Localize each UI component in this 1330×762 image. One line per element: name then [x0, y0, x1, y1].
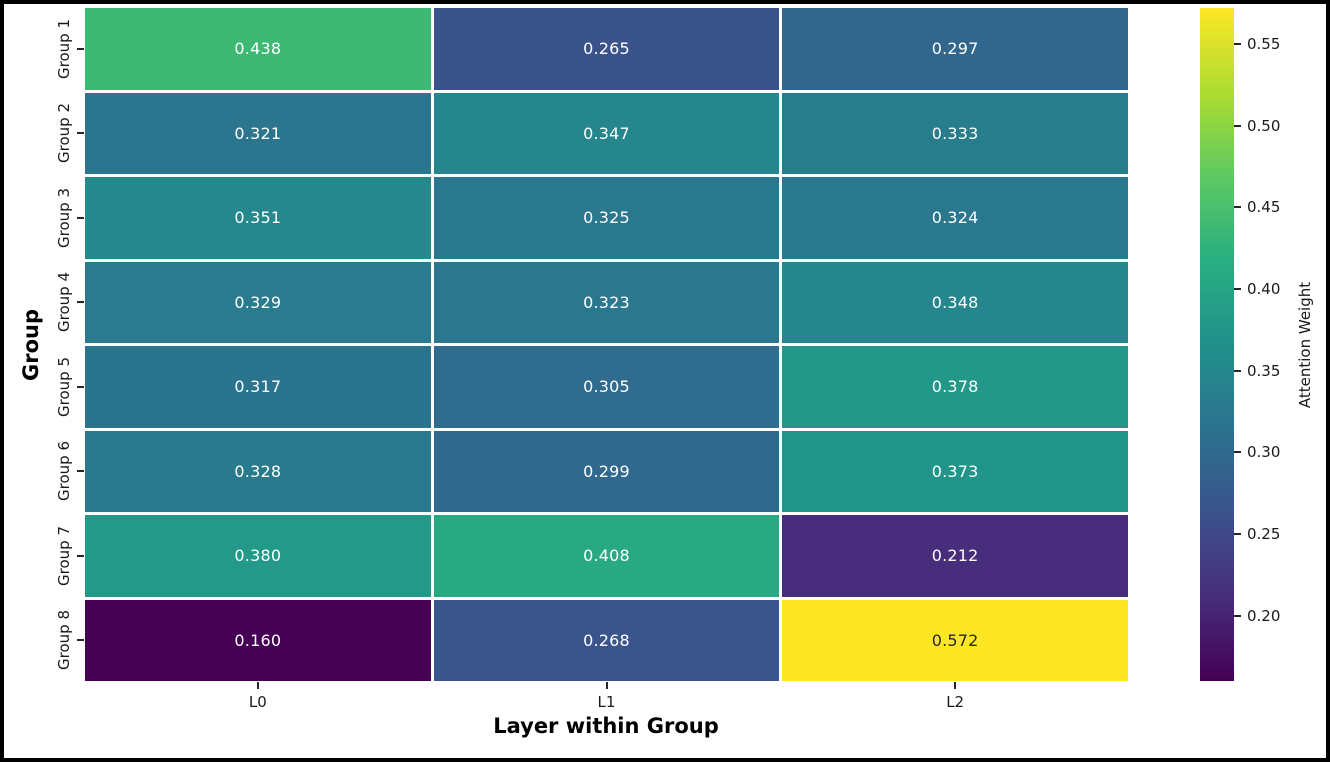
cell-annotation: 0.268	[583, 630, 630, 650]
heatmap-cell: 0.160	[85, 599, 431, 681]
heatmap-cell: 0.321	[85, 92, 431, 174]
heatmap-cell: 0.324	[782, 177, 1128, 259]
heatmap-cell: 0.268	[433, 599, 780, 681]
heatmap-cell: 0.380	[85, 515, 431, 597]
cell-annotation: 0.347	[583, 123, 630, 143]
colorbar-tick-label: 0.20	[1247, 606, 1281, 625]
y-tick-mark	[77, 385, 84, 388]
y-axis-label: Group	[19, 308, 43, 382]
y-tick-label: Group 1	[55, 18, 73, 79]
cell-annotation: 0.438	[234, 39, 282, 59]
heatmap-cell: 0.351	[85, 177, 431, 259]
heatmap-plot-area: 0.438 0.265 0.297 0.321 0.347 0.333 0.351 0.325…	[85, 8, 1128, 681]
cell-annotation: 0.324	[931, 208, 979, 228]
x-tick-mark	[256, 682, 259, 689]
heatmap-cell: 0.328	[85, 430, 431, 512]
x-tick-label: L2	[946, 693, 965, 711]
heatmap-cell: 0.373	[782, 430, 1128, 512]
heatmap-cell: 0.572	[782, 599, 1128, 681]
heatmap-cell: 0.212	[782, 515, 1128, 597]
colorbar-tick-label: 0.25	[1247, 524, 1281, 543]
cell-annotation: 0.408	[583, 546, 630, 566]
heatmap-cell: 0.348	[782, 261, 1128, 343]
heatmap-cell: 0.329	[85, 261, 431, 343]
colorbar-tick-label: 0.50	[1247, 116, 1281, 135]
cell-annotation: 0.305	[583, 377, 630, 397]
cell-annotation: 0.348	[931, 292, 979, 312]
colorbar-tick-label: 0.35	[1247, 361, 1281, 380]
cell-annotation: 0.299	[583, 461, 630, 481]
x-axis-label: Layer within Group	[493, 714, 719, 738]
cell-annotation: 0.329	[234, 292, 282, 312]
cell-annotation: 0.351	[234, 208, 282, 228]
heatmap-cell: 0.265	[433, 8, 780, 90]
y-tick-label: Group 6	[55, 441, 73, 502]
cell-annotation: 0.328	[234, 461, 282, 481]
x-tick-mark	[605, 682, 608, 689]
y-tick-mark	[77, 470, 84, 473]
heatmap-cell: 0.378	[782, 346, 1128, 428]
cell-annotation: 0.212	[931, 546, 979, 566]
y-tick-mark	[77, 639, 84, 642]
colorbar-tick-mark	[1234, 42, 1241, 45]
colorbar-gradient	[1200, 8, 1234, 681]
heatmap-cell: 0.408	[433, 515, 780, 597]
y-tick-label: Group 8	[55, 610, 73, 671]
cell-annotation: 0.378	[931, 377, 979, 397]
heatmap-cell: 0.325	[433, 177, 780, 259]
colorbar-tick-mark	[1234, 124, 1241, 127]
heatmap-cell: 0.317	[85, 346, 431, 428]
colorbar-tick-mark	[1234, 369, 1241, 372]
y-tick-label: Group 3	[55, 187, 73, 248]
cell-annotation: 0.373	[931, 461, 979, 481]
colorbar-tick-mark	[1234, 532, 1241, 535]
x-tick-mark	[954, 682, 957, 689]
cell-annotation: 0.321	[234, 123, 282, 143]
colorbar-label: Attention Weight	[1296, 281, 1314, 409]
heatmap-cell: 0.347	[433, 92, 780, 174]
colorbar-tick-label: 0.40	[1247, 279, 1281, 298]
y-tick-label: Group 5	[55, 356, 73, 417]
heatmap-cell: 0.299	[433, 430, 780, 512]
y-tick-label: Group 4	[55, 272, 73, 333]
cell-annotation: 0.297	[931, 39, 979, 59]
colorbar-tick-label: 0.45	[1247, 198, 1281, 217]
y-tick-label: Group 2	[55, 103, 73, 164]
cell-annotation: 0.333	[931, 123, 979, 143]
cell-annotation: 0.323	[583, 292, 630, 312]
heatmap-cell: 0.305	[433, 346, 780, 428]
colorbar-tick-mark	[1234, 206, 1241, 209]
colorbar-tick-label: 0.55	[1247, 34, 1281, 53]
y-tick-mark	[77, 301, 84, 304]
x-tick-label: L1	[597, 693, 616, 711]
heatmap-cell: 0.438	[85, 8, 431, 90]
heatmap-cell: 0.333	[782, 92, 1128, 174]
cell-annotation: 0.572	[931, 630, 979, 650]
colorbar-tick-mark	[1234, 451, 1241, 454]
y-tick-mark	[77, 216, 84, 219]
y-tick-mark	[77, 47, 84, 50]
heatmap-cell: 0.297	[782, 8, 1128, 90]
cell-annotation: 0.380	[234, 546, 282, 566]
y-tick-mark	[77, 554, 84, 557]
colorbar-tick-mark	[1234, 287, 1241, 290]
cell-annotation: 0.265	[583, 39, 630, 59]
colorbar-tick-label: 0.30	[1247, 443, 1281, 462]
cell-annotation: 0.325	[583, 208, 630, 228]
colorbar-tick-mark	[1234, 614, 1241, 617]
heatmap-cell: 0.323	[433, 261, 780, 343]
y-tick-label: Group 7	[55, 525, 73, 586]
y-tick-mark	[77, 132, 84, 135]
cell-annotation: 0.160	[234, 630, 282, 650]
x-tick-label: L0	[248, 693, 267, 711]
cell-annotation: 0.317	[234, 377, 282, 397]
